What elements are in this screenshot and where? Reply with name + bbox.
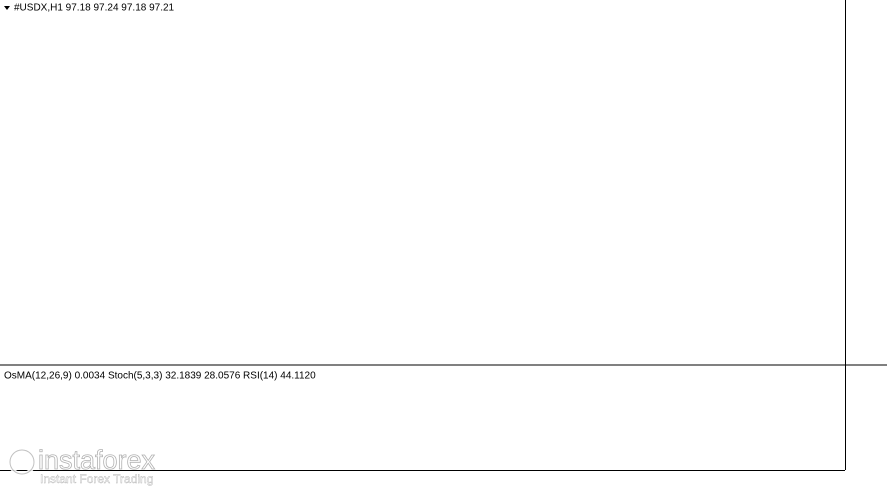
watermark-tagline: Instant Forex Trading bbox=[40, 472, 153, 486]
indicator-title: OsMA(12,26,9) 0.0034 Stoch(5,3,3) 32.183… bbox=[4, 371, 316, 382]
menu-arrow[interactable] bbox=[4, 6, 10, 10]
watermark: instaforex Instant Forex Trading bbox=[8, 445, 156, 486]
chart-title: #USDX,H1 97.18 97.24 97.18 97.21 bbox=[14, 3, 175, 14]
watermark-brand: instaforex bbox=[38, 445, 156, 475]
watermark-logo-outline bbox=[9, 449, 35, 475]
